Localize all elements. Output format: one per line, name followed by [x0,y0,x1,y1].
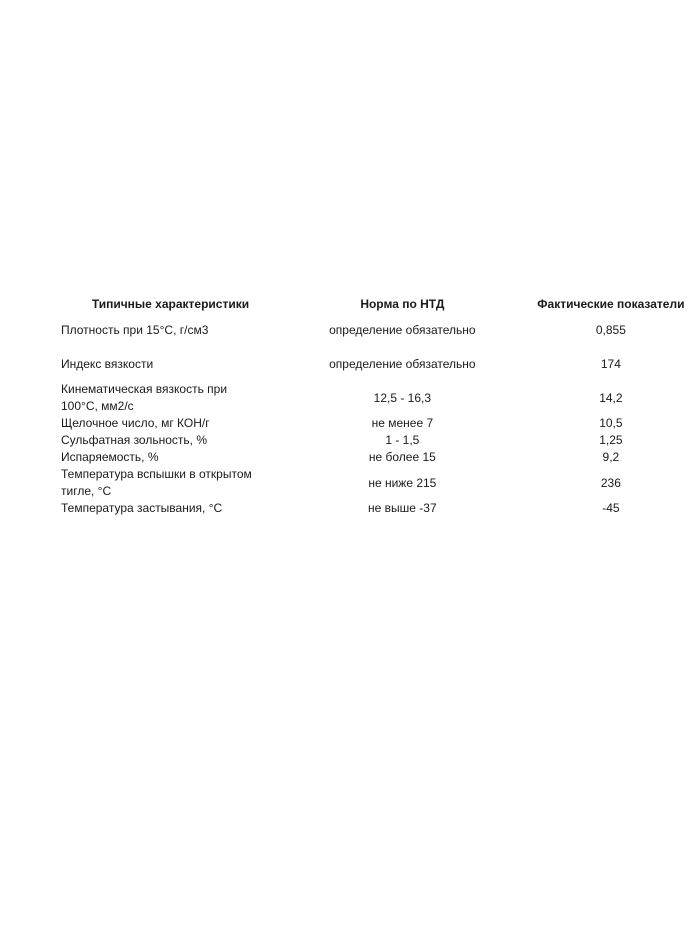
cell-norm: не менее 7 [371,416,434,430]
cell-characteristic: Температура застывания, °С [61,501,223,515]
cell-characteristic: Щелочное число, мг КОН/г [61,416,210,430]
table-row: Температура застывания, °С не выше -37 -… [58,500,700,517]
cell-norm: не выше -37 [368,501,437,515]
cell-characteristic: Кинематическая вязкость при 100°С, мм2/с [61,382,228,413]
cell-characteristic: Плотность при 15°С, г/см3 [61,322,209,337]
cell-actual: -45 [602,501,620,515]
table-row: Температура вспышки в открытом тигле, °С… [58,466,700,500]
cell-norm: не ниже 215 [368,475,437,490]
cell-actual: 1,25 [599,433,623,447]
characteristics-table: Типичные характеристики Норма по НТД Фак… [58,295,700,517]
cell-actual: 9,2 [602,450,620,464]
cell-norm: определение обязательно [329,356,476,371]
header-actual: Фактические показатели [537,296,685,311]
cell-norm: 1 - 1,5 [385,433,420,447]
table-row: Кинематическая вязкость при 100°С, мм2/с… [58,381,700,415]
cell-actual: 174 [600,356,621,371]
header-norm: Норма по НТД [360,296,445,311]
table-row: Испаряемость, % не более 15 9,2 [58,449,700,466]
cell-actual: 236 [600,475,621,490]
header-characteristic: Типичные характеристики [91,296,250,311]
cell-actual: 14,2 [599,390,623,405]
table-header-row: Типичные характеристики Норма по НТД Фак… [58,295,700,313]
cell-characteristic: Сульфатная зольность, % [61,433,207,447]
table-row: Щелочное число, мг КОН/г не менее 7 10,5 [58,415,700,432]
cell-actual: 0,855 [595,322,626,337]
cell-norm: не более 15 [368,450,436,464]
cell-characteristic: Испаряемость, % [61,450,159,464]
cell-characteristic: Индекс вязкости [61,356,154,371]
table-row: Сульфатная зольность, % 1 - 1,5 1,25 [58,432,700,449]
cell-actual: 10,5 [599,416,623,430]
cell-characteristic: Температура вспышки в открытом тигле, °С [61,467,252,498]
table-row: Индекс вязкости определение обязательно … [58,347,700,381]
cell-norm: 12,5 - 16,3 [373,390,432,405]
table-row: Плотность при 15°С, г/см3 определение об… [58,313,700,347]
cell-norm: определение обязательно [329,322,476,337]
